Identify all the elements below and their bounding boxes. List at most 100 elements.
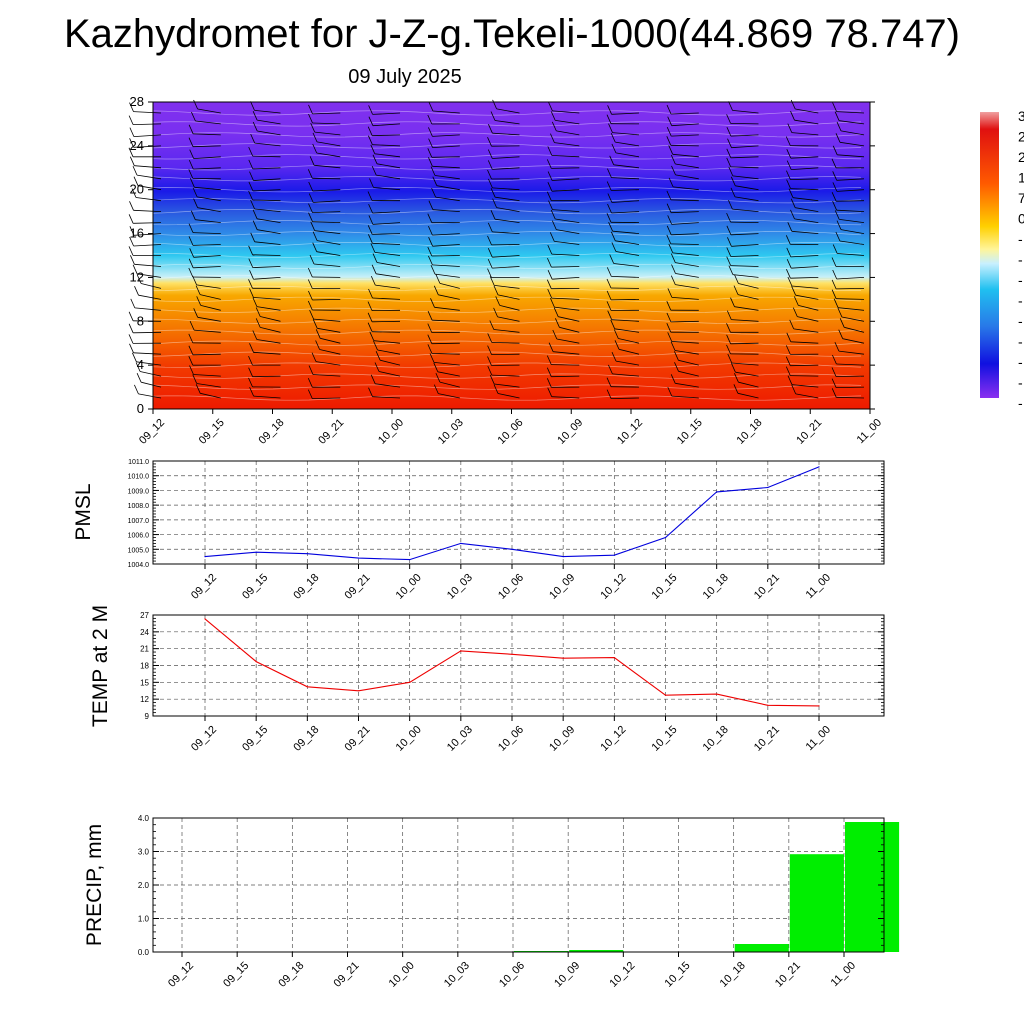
y-tick-label: 1006.0 (128, 533, 150, 540)
colorbar-label: 2 (1018, 149, 1024, 165)
wind-barb (308, 104, 341, 115)
wind-barb (668, 145, 699, 158)
wind-barb (792, 307, 819, 322)
wind-barb (610, 319, 640, 333)
wind-barb (307, 378, 341, 388)
wind-barb (367, 126, 401, 137)
wind-barb (607, 310, 640, 322)
colorbar-label: - (1018, 231, 1023, 247)
wind-barb (490, 188, 520, 202)
wind-barb (493, 307, 520, 322)
wind-barb (832, 269, 865, 280)
wind-barb (728, 166, 759, 180)
wind-barb (249, 386, 281, 399)
wind-barb (726, 247, 759, 257)
wind-barb (546, 279, 580, 290)
wind-barb (834, 341, 865, 355)
wind-barb (487, 345, 520, 355)
wind-barb (546, 159, 580, 169)
x-tick-label: 11_00 (804, 724, 834, 754)
wind-barb (831, 378, 865, 388)
wind-barb (368, 203, 401, 214)
wind-barb (671, 264, 699, 278)
contour-line (152, 318, 862, 324)
data-point (204, 618, 206, 620)
wind-barb (608, 364, 640, 377)
wind-barb (493, 384, 520, 399)
wind-barb (551, 121, 580, 136)
y-tick-label: 1010.0 (128, 474, 150, 481)
wind-barb (188, 124, 221, 136)
wind-barb (433, 384, 460, 399)
colorbar-label: - (1018, 334, 1023, 350)
y-tick-label: 9 (145, 712, 150, 721)
wind-barb (493, 285, 520, 300)
wind-barb (831, 289, 865, 300)
wind-barb (726, 212, 759, 223)
wind-barb (134, 286, 162, 300)
wind-barb (370, 243, 401, 256)
y-tick-label: 15 (140, 678, 149, 687)
wind-barb (248, 146, 281, 158)
x-tick-label: 10_21 (773, 960, 803, 990)
wind-barb (674, 362, 699, 377)
wind-barb (832, 171, 865, 181)
y-tick-label: 8 (137, 313, 144, 328)
wind-barb (733, 285, 759, 300)
wind-barb (786, 247, 819, 258)
pmsl-frame (152, 460, 885, 565)
wind-barb (607, 168, 640, 180)
wind-barb (607, 203, 640, 214)
x-tick-label: 09_18 (276, 960, 306, 990)
data-point (511, 653, 513, 655)
wind-barb (786, 170, 819, 180)
wind-barb (487, 268, 520, 278)
x-tick-label: 10_15 (650, 724, 680, 754)
wind-barb (666, 190, 699, 202)
wind-barb (607, 193, 640, 203)
wind-barb (837, 307, 865, 322)
wind-barb (547, 146, 580, 158)
wind-barb (606, 377, 640, 388)
wind-barb (487, 169, 520, 180)
wind-barb (606, 278, 640, 289)
wind-barb (129, 201, 162, 212)
wind-barb (487, 160, 520, 170)
data-point (409, 681, 411, 683)
contour-line (153, 252, 861, 259)
wind-barb (310, 122, 341, 136)
wind-barb (367, 225, 401, 235)
wind-barb (487, 235, 520, 246)
x-tick-label: 09_12 (189, 572, 219, 602)
wind-barb (430, 298, 460, 311)
wind-barb (547, 244, 580, 256)
wind-barb (367, 301, 401, 311)
wind-barb (836, 121, 865, 136)
wind-barb (427, 213, 460, 224)
wind-barb (308, 203, 341, 213)
wind-barb (606, 290, 640, 301)
wind-barb (728, 199, 759, 212)
wind-barb (188, 169, 221, 180)
wind-barb (250, 199, 281, 212)
x-tick-label: 10_09 (547, 572, 577, 602)
x-tick-label: 09_18 (257, 417, 287, 447)
wind-barb (312, 242, 341, 256)
y-tick-label: 20 (130, 182, 144, 197)
wind-barb (252, 121, 281, 136)
x-tick-label: 10_03 (445, 724, 475, 754)
data-point (716, 491, 718, 493)
x-tick-label: 10_18 (718, 960, 748, 990)
wind-barb (832, 145, 865, 158)
wind-barb (670, 253, 699, 267)
x-tick-label: 09_21 (316, 417, 346, 447)
wind-barb (727, 353, 759, 366)
wind-barb (726, 126, 759, 137)
wind-barb (188, 333, 221, 344)
wind-barb (787, 276, 819, 289)
wind-barb (373, 340, 401, 355)
wind-barb (831, 367, 865, 377)
contour-line (152, 274, 862, 280)
wind-barb (128, 323, 162, 334)
x-tick-label: 10_12 (598, 724, 628, 754)
